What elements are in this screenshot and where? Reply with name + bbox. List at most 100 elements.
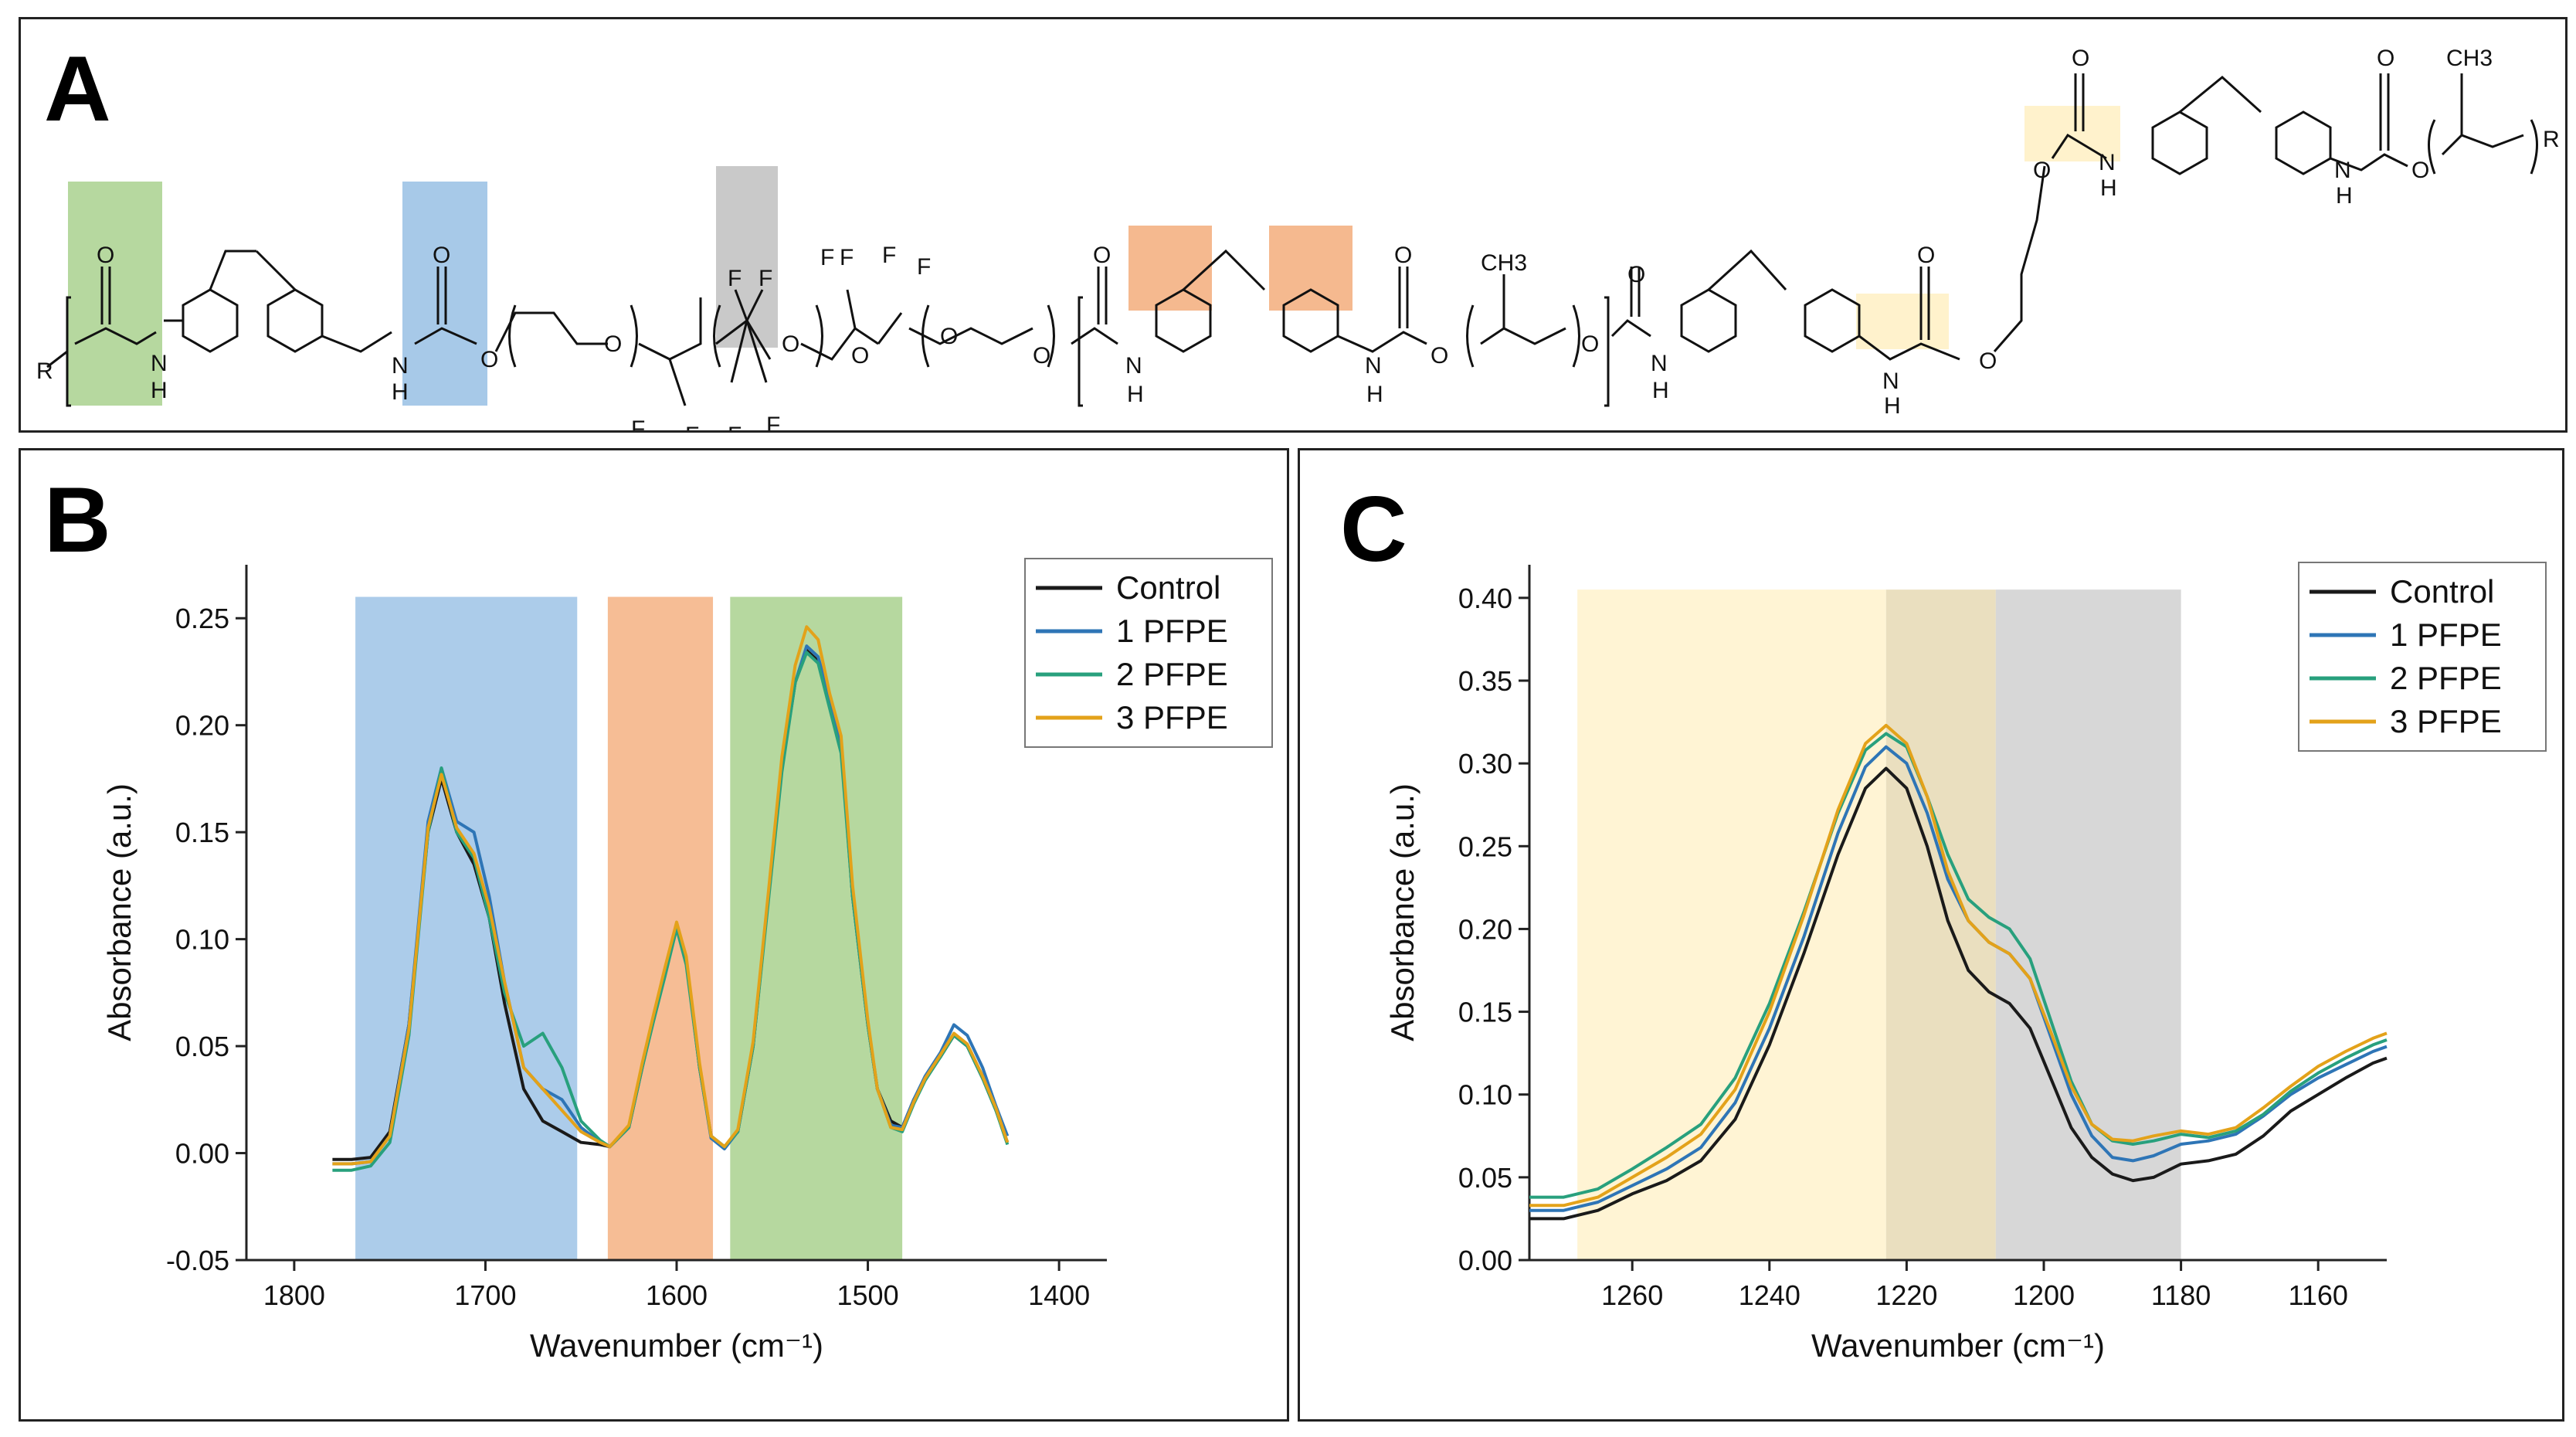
shaded-region-c-1 (1885, 589, 1996, 1260)
legend-label-c-0: Control (2390, 573, 2494, 610)
atom-o-8: O (1033, 343, 1050, 369)
series-line-c-2 (1529, 732, 2388, 1199)
atom-h-5: H (1652, 378, 1669, 403)
atom-n-7: N (2099, 150, 2116, 175)
atom-n-3: N (1125, 353, 1142, 379)
atom-f-4: F (759, 266, 772, 291)
atom-o-4: O (604, 331, 622, 357)
legend-label-b-3: 3 PFPE (1116, 699, 1228, 735)
shaded-region-c-2 (1995, 589, 2181, 1260)
series-line-c-0 (1529, 766, 2388, 1221)
y-tick-label-b-6: 0.25 (175, 603, 229, 634)
y-tick-label-b-4: 0.15 (175, 817, 229, 848)
atom-h-4: H (1366, 382, 1383, 407)
y-tick-label-b-5: 0.20 (175, 710, 229, 742)
panel-c: C 0.00 0.05 0.10 0.15 0.20 0.25 0.30 0.35 0.40 12… (1298, 448, 2564, 1422)
atom-h-8: H (2336, 183, 2353, 209)
y-tick-label-b-1: 0.00 (175, 1138, 229, 1170)
x-axis-title-c: Wavenumber (cm⁻¹) (1811, 1327, 2105, 1364)
atom-r-left: R (36, 358, 53, 384)
atom-o-15: O (1979, 348, 1997, 374)
panel-b-letter: B (44, 468, 111, 572)
atom-h-6: H (1884, 393, 1901, 419)
atom-o-13: O (1627, 262, 1645, 287)
series-line-b-3 (332, 625, 1010, 1166)
y-tick-label-b-3: 0.10 (175, 924, 229, 956)
x-axis-title-b: Wavenumber (cm⁻¹) (530, 1327, 823, 1364)
x-tick-label-b-1: 1700 (454, 1279, 516, 1311)
series-line-c-3 (1529, 723, 2388, 1208)
legend-label-c-1: 1 PFPE (2390, 617, 2502, 653)
shaded-region-c-0 (1577, 589, 1886, 1260)
x-tick-label-b-4: 1400 (1028, 1279, 1090, 1311)
atom-n-2: N (392, 353, 409, 379)
legend-box-b (1024, 558, 1273, 748)
atom-o-6: O (851, 343, 869, 369)
atom-f-9: F (882, 243, 896, 268)
atom-r-right: R (2543, 127, 2560, 152)
atom-o-12: O (1581, 331, 1599, 357)
atom-n-5: N (1651, 351, 1668, 376)
atom-h-3: H (1127, 382, 1144, 407)
legend-label-c-2: 2 PFPE (2390, 660, 2502, 696)
atom-h-7: H (2100, 175, 2117, 201)
atom-o-11: O (1431, 343, 1448, 369)
atom-o-1: O (97, 243, 114, 268)
y-tick-label-c-2: 0.10 (1458, 1079, 1512, 1111)
atom-ch3-1: CH3 (1481, 250, 1527, 276)
atom-o-9: O (1093, 243, 1111, 268)
y-tick-label-b-0: -0.05 (166, 1245, 229, 1276)
atom-f-10: F (917, 254, 931, 280)
x-tick-label-c-2: 1220 (1875, 1279, 1937, 1311)
highlight-yellow-urethane-2 (2024, 106, 2120, 161)
atom-f-2: F (685, 423, 699, 430)
y-tick-label-c-7: 0.35 (1458, 665, 1512, 697)
atom-o-14: O (1917, 243, 1935, 268)
legend-label-c-3: 3 PFPE (2390, 703, 2502, 739)
x-tick-label-c-5: 1160 (2288, 1279, 2347, 1311)
y-axis-title-b: Absorbance (a.u.) (101, 783, 137, 1041)
y-tick-label-c-4: 0.20 (1458, 913, 1512, 945)
atom-f-3: F (728, 266, 742, 291)
x-tick-label-b-0: 1800 (263, 1279, 325, 1311)
highlight-green-amide (68, 182, 162, 406)
chart-b-ftir-spectrum: -0.05 0.00 0.05 0.10 0.15 0.20 0.25 1800 1700 160… (101, 558, 1273, 1364)
atom-n-8: N (2334, 158, 2351, 183)
atom-o-3: O (480, 347, 498, 372)
structure-bonds (46, 73, 2538, 407)
atom-h-2: H (392, 379, 409, 405)
y-tick-label-c-0: 0.00 (1458, 1245, 1512, 1276)
panel-a: A (19, 17, 2568, 433)
panel-c-letter: C (1340, 477, 1407, 581)
atom-n-4: N (1365, 353, 1382, 379)
atom-f-5: F (728, 423, 742, 430)
y-tick-label-c-1: 0.05 (1458, 1162, 1512, 1194)
atom-o-18: O (2377, 46, 2394, 71)
atom-f-8: F (840, 245, 854, 270)
y-tick-label-c-3: 0.15 (1458, 997, 1512, 1028)
y-tick-label-c-6: 0.30 (1458, 748, 1512, 780)
atom-o-7: O (940, 324, 958, 349)
atom-n-6: N (1882, 369, 1899, 394)
shaded-region-b-0 (355, 596, 578, 1260)
atom-o-17: O (2072, 46, 2089, 71)
y-tick-label-c-5: 0.25 (1458, 831, 1512, 862)
shaded-region-b-2 (730, 596, 903, 1260)
x-tick-label-c-1: 1240 (1739, 1279, 1800, 1311)
panel-a-letter: A (44, 37, 111, 141)
atom-o-16: O (2033, 158, 2051, 183)
y-tick-label-c-8: 0.40 (1458, 583, 1512, 614)
x-tick-label-b-3: 1500 (837, 1279, 899, 1311)
chart-c-ftir-spectrum: 0.00 0.05 0.10 0.15 0.20 0.25 0.30 0.35 0.40 1260… (1384, 562, 2547, 1364)
atom-f-7: F (820, 245, 834, 270)
highlight-yellow-urethane-1 (1856, 294, 1949, 349)
atom-f-6: F (766, 413, 780, 430)
x-tick-label-b-2: 1600 (646, 1279, 708, 1311)
atom-o-2: O (433, 243, 450, 268)
legend-label-b-2: 2 PFPE (1116, 656, 1228, 692)
y-axis-title-c: Absorbance (a.u.) (1384, 783, 1420, 1041)
x-tick-label-c-0: 1260 (1601, 1279, 1663, 1311)
x-tick-label-c-3: 1200 (2013, 1279, 2075, 1311)
highlight-orange-ring-2 (1269, 226, 1352, 311)
atom-o-10: O (1394, 243, 1412, 268)
